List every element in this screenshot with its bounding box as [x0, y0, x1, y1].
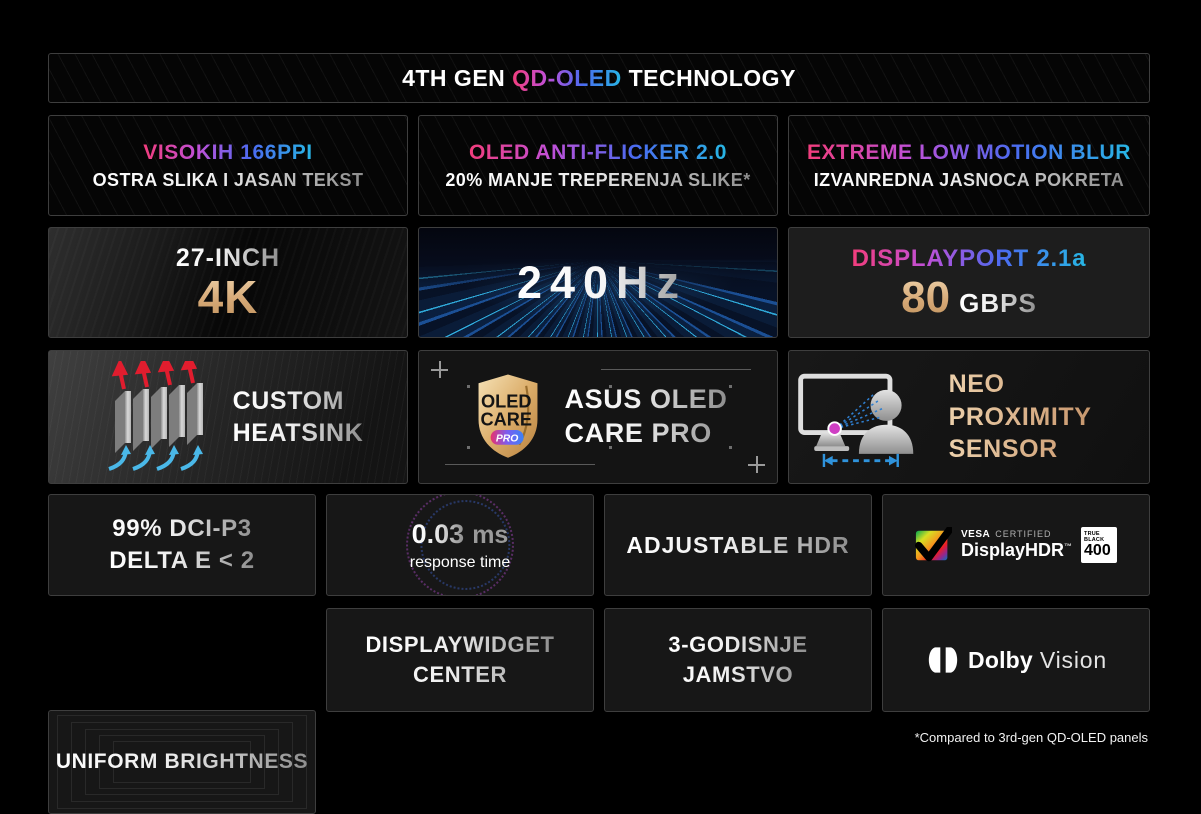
cell-dolby-vision: Dolby Vision — [882, 608, 1150, 712]
cell-warranty: 3-GODISNJE JAMSTVO — [604, 608, 872, 712]
badge-text-oled: OLED — [481, 391, 532, 411]
displaywidget-line1: DISPLAYWIDGET — [365, 632, 555, 658]
cell-screen-size: 27-INCH 4K — [48, 227, 408, 338]
heatsink-label-line1: CUSTOM — [232, 386, 345, 415]
frame-line — [601, 369, 751, 370]
warranty-line1: 3-GODISNJE — [668, 632, 808, 658]
proximity-label-line2: SENSOR — [948, 435, 1058, 464]
vesa-color-square-icon — [914, 526, 952, 561]
vesa-certified: CERTIFIED — [995, 529, 1052, 539]
uniform-brightness-label: UNIFORM BRIGHTNESS — [55, 750, 309, 773]
tick-dot — [729, 446, 732, 449]
crosshair-icon — [431, 361, 448, 378]
warranty-line2: JAMSTVO — [682, 662, 794, 687]
true-black-line2: BLACK — [1084, 537, 1105, 543]
anti-flicker-title: OLED ANTI-FLICKER 2.0 — [469, 140, 727, 164]
response-time-value-row: 0.03 ms — [412, 519, 509, 550]
cell-refresh-rate: 240Hz — [418, 227, 778, 338]
warranty-label: 3-GODISNJE JAMSTVO — [668, 630, 807, 689]
bandwidth-unit: GBPS — [959, 288, 1037, 318]
title-highlight: QD-OLED — [512, 64, 622, 91]
cell-vesa-displayhdr: VESA CERTIFIED DisplayHDR™ TRUE BLACK 40… — [882, 494, 1150, 596]
vesa-product: DisplayHDR™ — [961, 540, 1072, 561]
response-time-label: response time — [409, 553, 511, 571]
heatsink-label: CUSTOM HEATSINK — [233, 385, 364, 450]
color-gamut-label: 99% DCI-P3 DELTA E < 2 — [109, 513, 255, 578]
displayport-bandwidth: 80 GBPS — [901, 276, 1037, 320]
oled-care-label: ASUS OLED CARE PRO — [565, 383, 728, 451]
cell-ppi: VISOKIH 166PPI OSTRA SLIKA I JASAN TEKST — [48, 115, 408, 216]
oled-care-label-line2: CARE PRO — [564, 418, 712, 448]
anti-flicker-subtitle: 20% MANJE TREPERENJA SLIKE* — [445, 169, 751, 190]
cell-motion-blur: EXTREME LOW MOTION BLUR IZVANREDNA JASNO… — [788, 115, 1150, 216]
tick-dot — [609, 385, 612, 388]
cell-adjustable-hdr: ADJUSTABLE HDR — [604, 494, 872, 596]
motion-blur-subtitle: IZVANREDNA JASNOCA POKRETA — [813, 169, 1125, 190]
header-banner: 4TH GEN QD-OLED TECHNOLOGY — [48, 53, 1150, 103]
displaywidget-label: DISPLAYWIDGET CENTER — [365, 630, 554, 689]
heatsink-label-line2: HEATSINK — [232, 419, 364, 447]
badge-text-care: CARE — [480, 410, 532, 430]
vesa-trademark: ™ — [1064, 542, 1073, 551]
response-time-value: 0.03 — [411, 518, 465, 549]
displaywidget-line2: CENTER — [412, 662, 508, 687]
color-gamut-line1: 99% DCI-P3 — [112, 514, 252, 542]
proximity-label-line1: NEO PROXIMITY — [948, 370, 1092, 431]
cell-color-gamut: 99% DCI-P3 DELTA E < 2 — [48, 494, 316, 596]
proximity-sensor-label: NEO PROXIMITY SENSOR — [949, 368, 1149, 466]
oled-care-pro-badge: OLED CARE PRO — [478, 374, 537, 458]
frame-line — [445, 464, 595, 465]
ppi-subtitle: OSTRA SLIKA I JASAN TEKST — [92, 169, 364, 190]
proximity-sensor-icon — [798, 373, 914, 467]
dolby-double-d-icon — [928, 647, 958, 673]
true-black-badge: TRUE BLACK 400 — [1081, 527, 1118, 563]
cell-heatsink: CUSTOM HEATSINK — [48, 350, 408, 484]
displayport-title: DISPLAYPORT 2.1a — [851, 245, 1087, 272]
screen-size-inch: 27-INCH — [175, 243, 281, 272]
footnote: *Compared to 3rd-gen QD-OLED panels — [914, 730, 1148, 745]
refresh-rate-value: 240Hz — [509, 257, 687, 309]
adjustable-hdr-label: ADJUSTABLE HDR — [626, 531, 850, 558]
cell-uniform-brightness: UNIFORM BRIGHTNESS — [48, 710, 316, 814]
tick-dot — [609, 446, 612, 449]
vesa-wordmark: VESA CERTIFIED DisplayHDR™ — [961, 529, 1072, 561]
tick-dot — [729, 385, 732, 388]
dolby-brand: Dolby — [968, 646, 1033, 673]
page-title: 4TH GEN QD-OLED TECHNOLOGY — [402, 65, 796, 92]
response-time-unit: ms — [472, 520, 509, 549]
tick-dot — [467, 385, 470, 388]
title-suffix: TECHNOLOGY — [621, 64, 796, 91]
true-black-line1: TRUE — [1084, 530, 1100, 537]
cell-proximity-sensor: NEO PROXIMITY SENSOR — [788, 350, 1150, 484]
vesa-brand: VESA — [960, 529, 991, 540]
heatsink-icon — [107, 361, 203, 471]
badge-text-pro: PRO — [495, 433, 518, 444]
tick-dot — [467, 446, 470, 449]
oled-care-label-line1: ASUS OLED — [564, 384, 728, 415]
screen-size-4k: 4K — [197, 270, 259, 323]
cell-displaywidget-center: DISPLAYWIDGET CENTER — [326, 608, 594, 712]
cell-oled-care: OLED CARE PRO ASUS OLED CARE PRO — [418, 350, 778, 484]
cell-anti-flicker: OLED ANTI-FLICKER 2.0 20% MANJE TREPEREN… — [418, 115, 778, 216]
cell-response-time: 0.03 ms response time — [326, 494, 594, 596]
crosshair-icon — [748, 456, 765, 473]
dolby-vision-logo: Dolby Vision — [925, 646, 1107, 674]
title-prefix: 4TH GEN — [402, 64, 513, 91]
dolby-product: Vision — [1039, 646, 1107, 673]
feature-grid: 4TH GEN QD-OLED TECHNOLOGY VISOKIH 166PP… — [0, 0, 1201, 772]
true-black-value: 400 — [1084, 542, 1111, 560]
bandwidth-value: 80 — [901, 273, 951, 322]
ppi-title: VISOKIH 166PPI — [143, 140, 313, 164]
vesa-product-name: DisplayHDR — [960, 540, 1065, 560]
cell-displayport: DISPLAYPORT 2.1a 80 GBPS — [788, 227, 1150, 338]
motion-blur-title: EXTREME LOW MOTION BLUR — [806, 140, 1132, 164]
color-gamut-line2: DELTA E < 2 — [109, 547, 255, 574]
vesa-displayhdr-logo: VESA CERTIFIED DisplayHDR™ TRUE BLACK 40… — [914, 526, 1118, 564]
